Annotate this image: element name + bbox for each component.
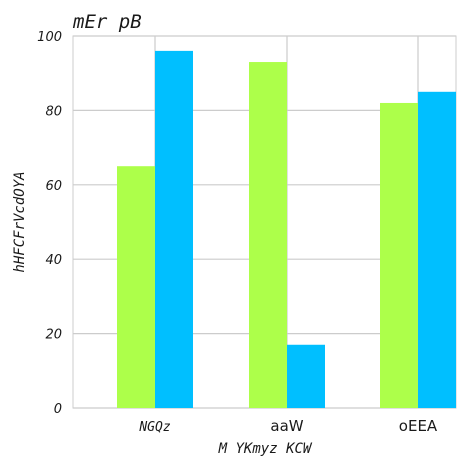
- bar-series-2-aaW: [287, 345, 325, 408]
- y-tick-label: 60: [45, 179, 62, 194]
- bar-series-1-aaW: [249, 62, 287, 408]
- bar-series-2-NGQz: [155, 51, 193, 408]
- bars: [117, 51, 456, 408]
- x-tick-label: NGQz: [138, 420, 170, 435]
- x-tick-label: aaW: [270, 417, 303, 435]
- y-tick-label: 100: [37, 30, 62, 45]
- bar-series-1-NGQz: [117, 166, 155, 408]
- x-tick-label: oEEA: [399, 417, 438, 435]
- y-tick-label: 80: [45, 104, 62, 119]
- y-tick-label: 0: [54, 402, 62, 417]
- y-tick-label: 20: [45, 328, 62, 343]
- bar-series-2-oEEA: [418, 92, 456, 408]
- chart-title: mEr pB: [72, 11, 142, 33]
- x-axis-label: M YKmyz KCW: [218, 441, 313, 457]
- y-tick-label: 40: [45, 253, 62, 268]
- y-axis-label: hHFCFrVcdOYA: [12, 171, 28, 272]
- bar-series-1-oEEA: [380, 103, 418, 408]
